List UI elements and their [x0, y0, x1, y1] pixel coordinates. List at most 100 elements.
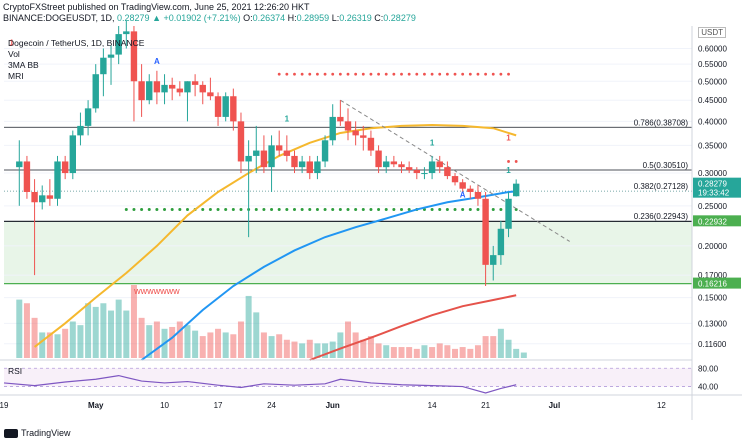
volume-bar — [375, 343, 382, 358]
support-dot — [354, 207, 358, 211]
time-tick-label: 21 — [481, 401, 490, 410]
support-dot — [323, 207, 327, 211]
time-tick-label: Jul — [549, 401, 561, 410]
legend-bb[interactable]: 3MA BB — [8, 60, 39, 70]
resistance-dot — [423, 72, 426, 76]
resistance-dot — [277, 72, 281, 76]
candle-body — [184, 81, 191, 93]
volume-bar — [268, 336, 275, 358]
resistance-dot — [392, 72, 396, 76]
support-dot — [185, 207, 189, 211]
signal-mark: A — [460, 190, 466, 199]
volume-bar — [490, 336, 497, 358]
candle-body — [237, 121, 245, 162]
price-tick-label: 0.60000 — [698, 44, 727, 53]
candle-body — [306, 161, 313, 174]
candle-body — [100, 57, 107, 75]
signal-mark: 1 — [430, 138, 435, 147]
resistance-dot — [476, 72, 480, 76]
volume-bar — [520, 352, 527, 358]
candle-body — [230, 96, 237, 122]
volume-bar — [215, 328, 222, 358]
candle-body — [214, 96, 222, 117]
volume-bar — [513, 348, 520, 358]
legend-rsi[interactable]: RSI — [8, 366, 23, 376]
legend-vol[interactable]: Vol — [8, 49, 20, 59]
open-label: O: — [243, 13, 253, 23]
support-dot — [346, 207, 350, 211]
volume-bar — [245, 295, 252, 358]
candle-body — [421, 173, 428, 175]
volume-bar — [169, 326, 176, 358]
high-label: H: — [287, 13, 297, 23]
rsi-line — [3, 374, 517, 394]
support-dot — [254, 207, 258, 211]
price-tick-label: 0.15000 — [698, 294, 727, 303]
volume-bar — [283, 339, 290, 358]
price-tick-label: 0.17000 — [698, 271, 727, 280]
support-dot — [445, 207, 449, 211]
resistance-dot — [484, 72, 487, 76]
volume-bar — [153, 321, 160, 358]
candle-body — [245, 155, 252, 162]
price-tick-label: 0.50000 — [698, 77, 727, 86]
price-tick-label: 0.11600 — [698, 340, 727, 349]
candle-body — [199, 84, 206, 93]
support-dot — [476, 207, 480, 211]
resistance-dot — [293, 72, 296, 76]
support-dot — [262, 207, 266, 211]
volume-bar — [467, 348, 474, 358]
resistance-dot — [491, 72, 495, 76]
candle-body — [314, 161, 321, 174]
candle-body — [444, 167, 451, 177]
support-dot — [514, 207, 518, 211]
candle-body — [352, 130, 359, 136]
resistance-dot — [507, 72, 510, 76]
candle-body — [390, 161, 398, 165]
resistance-dot — [369, 72, 373, 76]
volume-bar — [413, 348, 420, 358]
resistance-dot — [507, 160, 510, 163]
resistance-dot — [400, 72, 403, 76]
candle-body — [146, 81, 153, 101]
volume-bar — [192, 330, 199, 358]
time-tick-label: May — [88, 401, 104, 410]
volume-bar — [260, 332, 267, 358]
candle-body — [375, 150, 382, 168]
candle-body — [84, 108, 92, 126]
tradingview-logo-icon — [4, 428, 18, 438]
current-price: 0.28279 — [117, 13, 150, 23]
legend-title[interactable]: Dogecoin / TetherUS, 1D, BINANCE — [8, 38, 145, 48]
volume-bar — [85, 303, 92, 358]
footer-brand: TradingView — [21, 428, 71, 438]
unit-label: USDT — [698, 27, 726, 38]
volume-bar — [92, 306, 99, 358]
volume-bar — [108, 310, 115, 358]
volume-bar — [138, 317, 145, 358]
resistance-dot — [323, 72, 327, 76]
resistance-dot — [331, 72, 335, 76]
volume-bar — [130, 285, 137, 358]
support-dot — [430, 207, 434, 211]
resistance-dot — [499, 72, 503, 76]
support-dot — [308, 207, 312, 211]
legend-mri[interactable]: MRI — [8, 71, 24, 81]
resistance-dot — [415, 72, 419, 76]
support-dot — [216, 207, 220, 211]
candle-body — [61, 161, 69, 174]
price-tick-label: 0.55000 — [698, 60, 727, 69]
volume-bar — [62, 328, 69, 358]
candle-body — [138, 81, 145, 101]
candle-body — [505, 198, 512, 229]
support-dot — [384, 207, 388, 211]
candle-body — [39, 195, 46, 203]
support-dot — [277, 207, 281, 211]
volume-bar — [222, 332, 229, 358]
price-change: ▲ +0.01902 (+7.21%) — [152, 13, 241, 23]
time-tick-label: 17 — [214, 401, 223, 410]
support-dot — [239, 207, 243, 211]
support-dot — [201, 207, 205, 211]
resistance-dot — [453, 72, 457, 76]
price-badge — [693, 177, 741, 198]
